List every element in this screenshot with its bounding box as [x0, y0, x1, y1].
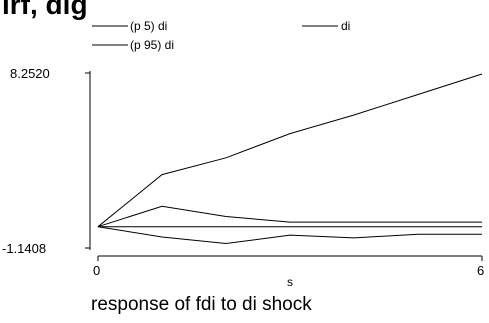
chart-title-fragment: irf, dlg: [2, 0, 88, 20]
series-layer: [97, 73, 483, 245]
axes: 8.2520 -1.1408 0 6 s: [2, 66, 484, 289]
legend-label-di: di: [341, 19, 350, 33]
y-tick-label-bottom: -1.1408: [2, 241, 46, 256]
x-tick-label-left: 0: [93, 263, 100, 278]
x-axis-label: s: [287, 275, 293, 289]
series-line-p-5-di-2: [97, 226, 482, 245]
legend: (p 5) di di (p 95) di: [92, 19, 350, 52]
series-line-p-95-di-0: [97, 73, 483, 228]
legend-label-p5: (p 5) di: [130, 19, 167, 33]
x-tick-label-right: 6: [477, 263, 484, 278]
chart-caption: response of fdi to di shock: [91, 294, 312, 315]
y-tick-label-top: 8.2520: [10, 66, 50, 81]
series-line-di-1: [97, 205, 482, 228]
legend-label-p95: (p 95) di: [130, 38, 174, 52]
